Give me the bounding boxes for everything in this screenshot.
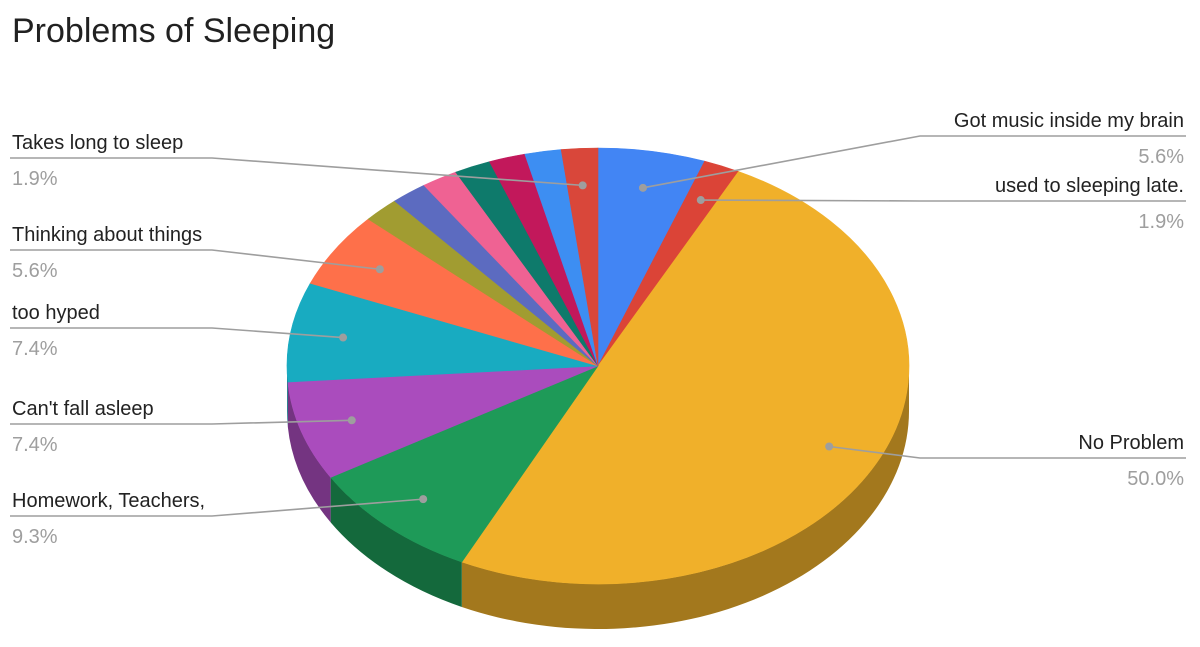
- pie-slices: [286, 147, 910, 585]
- slice-percent-no-problem: 50.0%: [1127, 468, 1184, 490]
- slice-percent-takes-long-to-sleep: 1.9%: [12, 168, 58, 190]
- pie-slice-too-hyped[interactable]: [286, 282, 599, 383]
- slice-percent-homework-teachers: 9.3%: [12, 526, 58, 548]
- slice-label-thinking-about-things: Thinking about things: [12, 224, 202, 246]
- leader-dot-thinking-about-things: [375, 265, 384, 274]
- leader-line-homework-teachers: [10, 498, 424, 517]
- leader-line-used-to-sleeping-late: [700, 199, 1186, 202]
- slice-label-used-to-sleeping-late: used to sleeping late.: [995, 175, 1184, 197]
- pie-sides: [287, 366, 909, 629]
- leader-line-thinking-about-things: [10, 249, 380, 271]
- slice-percent-too-hyped: 7.4%: [12, 338, 58, 360]
- leader-dot-no-problem: [825, 442, 834, 451]
- slice-percent-got-music-inside-my-brain: 5.6%: [1138, 146, 1184, 168]
- leader-dot-got-music-inside-my-brain: [638, 183, 647, 192]
- pie-slice-can-t-fall-asleep[interactable]: [287, 365, 599, 478]
- slice-percent-can-t-fall-asleep: 7.4%: [12, 434, 58, 456]
- slice-label-can-t-fall-asleep: Can't fall asleep: [12, 398, 154, 420]
- slice-label-got-music-inside-my-brain: Got music inside my brain: [954, 110, 1184, 132]
- leader-dot-can-t-fall-asleep: [347, 416, 356, 425]
- leader-dot-too-hyped: [339, 333, 348, 342]
- slice-label-takes-long-to-sleep: Takes long to sleep: [12, 132, 183, 154]
- slice-label-no-problem: No Problem: [1078, 432, 1184, 454]
- leader-dot-homework-teachers: [419, 495, 428, 504]
- leader-line-got-music-inside-my-brain: [642, 135, 1186, 189]
- leader-line-can-t-fall-asleep: [10, 419, 352, 425]
- slice-percent-thinking-about-things: 5.6%: [12, 260, 58, 282]
- leader-line-takes-long-to-sleep: [10, 157, 583, 187]
- leader-lines: [10, 135, 1186, 517]
- slice-labels: Got music inside my brain 5.6% used to sle…: [12, 110, 1184, 548]
- leader-dot-takes-long-to-sleep: [578, 181, 587, 190]
- slice-label-too-hyped: too hyped: [12, 302, 100, 324]
- leader-dot-used-to-sleeping-late: [696, 196, 705, 205]
- pie-slice-takes-long-to-sleep[interactable]: [560, 147, 599, 367]
- pie-slice-homework-teachers[interactable]: [330, 365, 599, 563]
- slice-percent-used-to-sleeping-late: 1.9%: [1138, 211, 1184, 233]
- pie-slice-no-problem[interactable]: [461, 171, 910, 585]
- leader-line-too-hyped: [10, 327, 344, 339]
- slice-side-2: [461, 366, 909, 629]
- slice-side-3: [330, 477, 462, 607]
- chart-title: Problems of Sleeping: [12, 12, 335, 50]
- slice-label-homework-teachers: Homework, Teachers,: [12, 490, 205, 512]
- leader-line-no-problem: [829, 445, 1186, 459]
- slice-side-4: [287, 381, 331, 523]
